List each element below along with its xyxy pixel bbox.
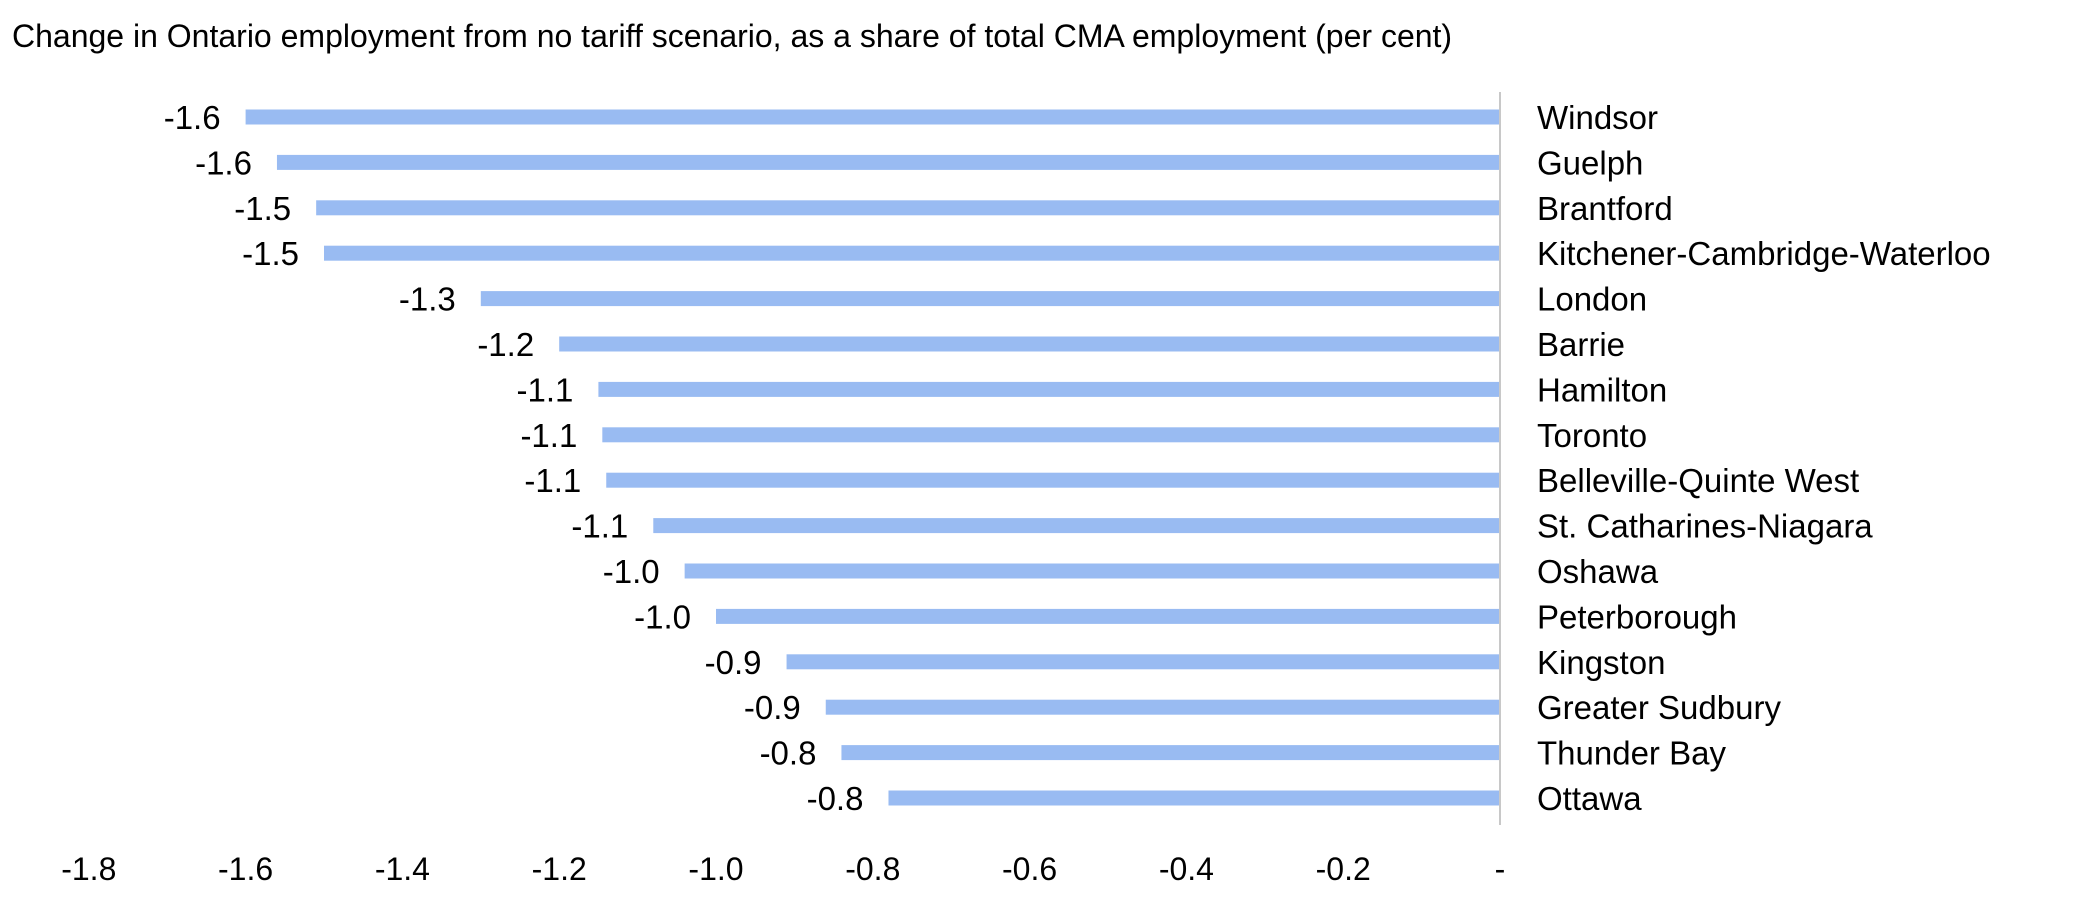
x-tick-label: -1.4 (375, 851, 430, 887)
bar (276, 154, 1501, 170)
x-tick-label: -0.6 (1002, 851, 1057, 887)
category-label: Windsor (1537, 99, 1658, 136)
bar (559, 336, 1500, 352)
data-label: -1.0 (603, 553, 660, 590)
bars-layer (245, 109, 1501, 806)
x-tick-label: -1.2 (532, 851, 587, 887)
bar (888, 790, 1500, 806)
data-label: -1.5 (242, 235, 299, 272)
data-labels-layer: -1.6 -1.6 -1.5 -1.5 -1.3 -1.2 -1.1 -1.1 -1.1 -1.1… (164, 99, 864, 817)
bar (606, 472, 1500, 488)
category-label: Belleville-Quinte West (1537, 462, 1859, 499)
data-label: -0.8 (807, 780, 864, 817)
chart-title: Change in Ontario employment from no tar… (12, 18, 1453, 54)
category-labels-layer: Windsor Guelph Brantford Kitchener-Cambridg… (1537, 99, 1991, 817)
data-label: -1.6 (195, 144, 252, 181)
bar (316, 200, 1500, 216)
bar (324, 245, 1500, 261)
category-label: St. Catharines-Niagara (1537, 508, 1873, 545)
x-tick-label: -0.8 (845, 851, 900, 887)
data-label: -1.1 (524, 462, 581, 499)
category-label: Thunder Bay (1537, 735, 1726, 772)
bar (786, 654, 1500, 670)
bar (480, 291, 1500, 307)
data-label: -1.1 (520, 417, 577, 454)
category-label: Greater Sudbury (1537, 689, 1781, 726)
category-label: Ottawa (1537, 780, 1642, 817)
x-tick-label: -1.8 (61, 851, 116, 887)
category-label: Oshawa (1537, 553, 1659, 590)
x-axis-ticks-layer: -1.8 -1.6 -1.4 -1.2 -1.0 -0.8 -0.6 -0.4 -0.2 - (61, 851, 1505, 887)
data-label: -1.6 (164, 99, 221, 136)
category-label: Peterborough (1537, 598, 1737, 635)
data-label: -0.8 (760, 735, 817, 772)
bar (598, 381, 1500, 397)
data-label: -1.0 (634, 598, 691, 635)
data-label: -0.9 (705, 644, 762, 681)
bar (841, 745, 1500, 761)
category-label: Kitchener-Cambridge-Waterloo (1537, 235, 1991, 272)
category-label: Hamilton (1537, 371, 1667, 408)
data-label: -1.1 (571, 508, 628, 545)
bar (716, 608, 1500, 624)
category-label: Barrie (1537, 326, 1625, 363)
x-tick-label: -0.4 (1159, 851, 1214, 887)
bar (602, 427, 1500, 443)
category-label: Kingston (1537, 644, 1665, 681)
bar (245, 109, 1501, 125)
x-tick-label: -1.0 (688, 851, 743, 887)
data-label: -1.3 (399, 281, 456, 318)
data-label: -0.9 (744, 689, 801, 726)
category-label: Brantford (1537, 190, 1673, 227)
bar (653, 518, 1500, 534)
x-tick-label: -0.2 (1316, 851, 1371, 887)
data-label: -1.2 (477, 326, 534, 363)
x-tick-label: - (1495, 851, 1506, 887)
data-label: -1.5 (234, 190, 291, 227)
bar (825, 699, 1500, 715)
category-label: Toronto (1537, 417, 1647, 454)
data-label: -1.1 (517, 371, 574, 408)
category-label: London (1537, 281, 1647, 318)
x-tick-label: -1.6 (218, 851, 273, 887)
category-label: Guelph (1537, 144, 1643, 181)
bar (684, 563, 1500, 579)
